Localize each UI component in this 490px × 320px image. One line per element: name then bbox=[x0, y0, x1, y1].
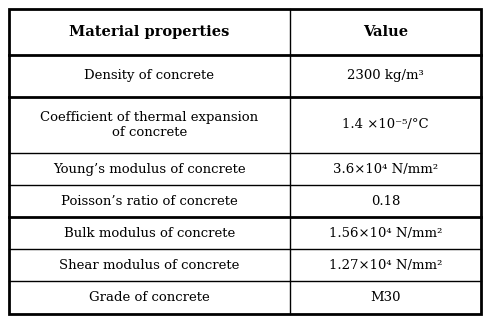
Text: 3.6×10⁴ N/mm²: 3.6×10⁴ N/mm² bbox=[333, 163, 438, 176]
Text: Density of concrete: Density of concrete bbox=[84, 69, 214, 82]
Text: Value: Value bbox=[363, 25, 408, 39]
Text: Coefficient of thermal expansion
of concrete: Coefficient of thermal expansion of conc… bbox=[40, 111, 258, 139]
Text: Young’s modulus of concrete: Young’s modulus of concrete bbox=[53, 163, 245, 176]
Text: Bulk modulus of concrete: Bulk modulus of concrete bbox=[64, 227, 235, 240]
Text: Shear modulus of concrete: Shear modulus of concrete bbox=[59, 259, 240, 272]
Text: 1.4 ×10⁻⁵/°C: 1.4 ×10⁻⁵/°C bbox=[342, 118, 429, 132]
Text: 2300 kg/m³: 2300 kg/m³ bbox=[347, 69, 424, 82]
Text: Poisson’s ratio of concrete: Poisson’s ratio of concrete bbox=[61, 195, 238, 208]
Text: M30: M30 bbox=[370, 291, 401, 304]
Text: 1.27×10⁴ N/mm²: 1.27×10⁴ N/mm² bbox=[329, 259, 442, 272]
Text: Material properties: Material properties bbox=[69, 25, 229, 39]
Text: 0.18: 0.18 bbox=[371, 195, 400, 208]
Text: 1.56×10⁴ N/mm²: 1.56×10⁴ N/mm² bbox=[329, 227, 442, 240]
Text: Grade of concrete: Grade of concrete bbox=[89, 291, 210, 304]
